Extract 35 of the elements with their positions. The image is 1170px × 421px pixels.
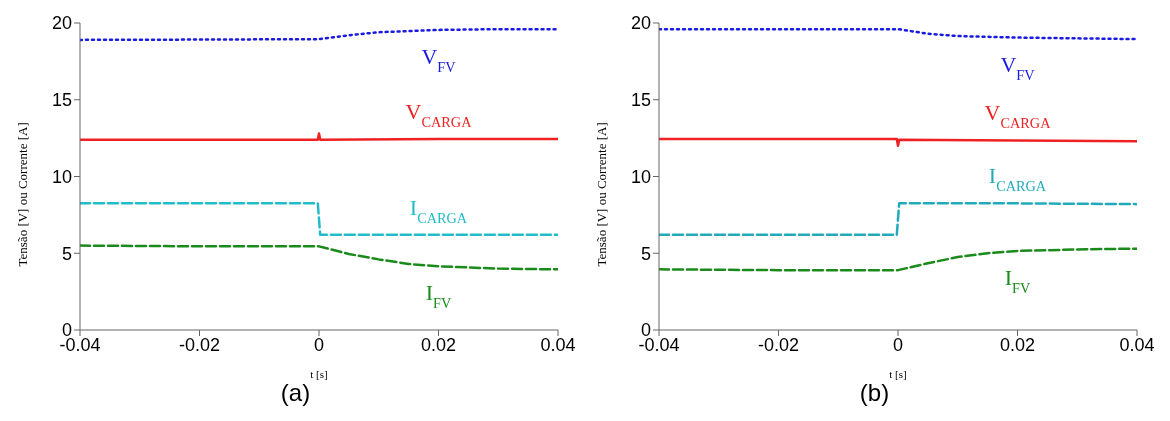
x-tick-label: 0.02 xyxy=(420,334,457,355)
series-label: V$_{CARGA}$ xyxy=(984,100,1052,132)
y-axis-title: Tensão [V] ou Corrente [A] xyxy=(593,122,609,267)
series-label: V$_{CARGA}$ xyxy=(405,98,473,130)
y-tick-label: 15 xyxy=(630,90,651,111)
y-tick-label: 10 xyxy=(51,166,72,187)
y-tick-label: 20 xyxy=(51,13,72,34)
y-axis-title: Tensão [V] ou Corrente [A] xyxy=(14,122,30,267)
x-tick-label: 0 xyxy=(892,334,904,355)
text: (b) xyxy=(858,379,891,407)
y-tick-label: 5 xyxy=(61,243,72,264)
line-series xyxy=(659,27,1137,41)
y-tick-label: 5 xyxy=(640,243,651,264)
x-tick-label: -0.02 xyxy=(178,334,221,355)
line-series xyxy=(659,247,1137,272)
x-tick-label: -0.02 xyxy=(757,334,800,355)
x-tick-label: 0.04 xyxy=(540,334,576,355)
series-label: I$_{CARGA}$ xyxy=(988,163,1047,195)
x-axis-title: t [s] xyxy=(310,368,328,380)
x-tick-label: 0.04 xyxy=(1119,334,1155,355)
series-label: I$_{FV}$ xyxy=(425,280,452,312)
x-tick-label: 0 xyxy=(313,334,325,355)
series-label: V$_{FV}$ xyxy=(421,43,457,75)
line-series xyxy=(80,244,558,271)
series-label: I$_{CARGA}$ xyxy=(409,194,468,226)
y-tick-label: 20 xyxy=(630,13,651,34)
text: (a) xyxy=(279,379,312,407)
line-series xyxy=(659,137,1137,148)
y-tick-label: 15 xyxy=(51,90,72,111)
x-tick-label: 0.02 xyxy=(999,334,1036,355)
series-label: I$_{FV}$ xyxy=(1004,264,1031,296)
line-series xyxy=(80,27,558,42)
series-label: V$_{FV}$ xyxy=(1000,51,1036,83)
y-tick-label: 10 xyxy=(630,166,651,187)
x-axis-title: t [s] xyxy=(889,368,907,380)
